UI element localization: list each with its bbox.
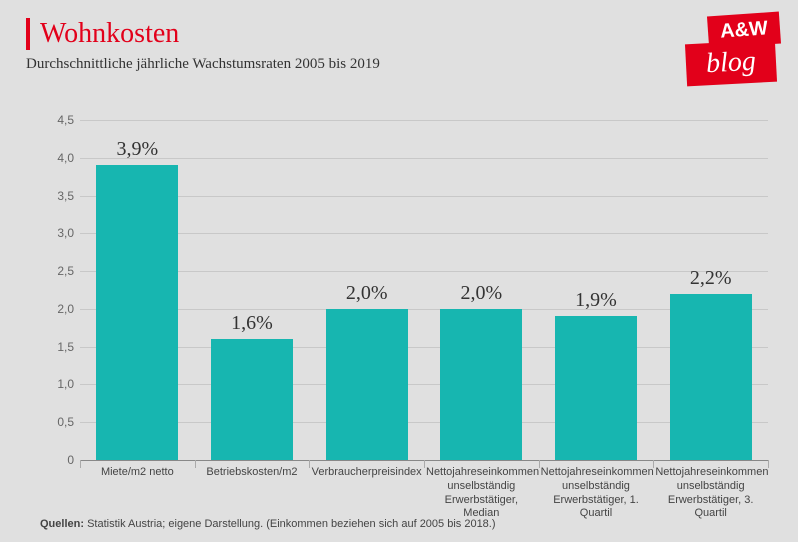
y-axis-tick-label: 3,0	[44, 226, 74, 240]
y-axis-tick-label: 0,5	[44, 415, 74, 429]
y-axis-tick-label: 1,5	[44, 340, 74, 354]
chart-subtitle: Durchschnittliche jährliche Wachstumsrat…	[26, 56, 380, 73]
bar	[211, 339, 293, 460]
bar-value-label: 1,6%	[202, 312, 302, 335]
gridline	[80, 233, 768, 234]
bar-value-label: 2,0%	[431, 282, 531, 305]
y-axis-tick-label: 0	[44, 453, 74, 467]
chart-area: 3,9%1,6%2,0%2,0%1,9%2,2% 00,51,01,52,02,…	[40, 120, 768, 460]
y-axis-tick-label: 2,5	[44, 264, 74, 278]
bar-value-label: 2,2%	[661, 267, 761, 290]
chart-source: Quellen: Statistik Austria; eigene Darst…	[40, 518, 496, 530]
chart-plot: 3,9% 1,6% 2,0% 2,0% 1,9% 2,2%	[80, 120, 768, 460]
category-label: Nettojahreseinkommen unselbständig Erwer…	[541, 466, 652, 521]
gridline	[80, 347, 768, 348]
bar	[440, 309, 522, 460]
y-axis-tick-label: 1,0	[44, 377, 74, 391]
bar	[326, 309, 408, 460]
category-divider	[309, 460, 310, 468]
chart-title: Wohnkosten	[40, 18, 380, 50]
gridline	[80, 309, 768, 310]
gridline	[80, 422, 768, 423]
category-label: Nettojahreseinkommen unselbständig Erwer…	[426, 466, 537, 521]
category-divider	[424, 460, 425, 468]
gridline	[80, 384, 768, 385]
bar-value-label: 3,9%	[87, 138, 187, 161]
bar	[555, 316, 637, 460]
gridline	[80, 120, 768, 121]
y-axis-tick-label: 3,5	[44, 189, 74, 203]
category-divider	[80, 460, 81, 468]
source-label: Quellen:	[40, 518, 84, 530]
chart-header: Wohnkosten Durchschnittliche jährliche W…	[26, 18, 380, 73]
y-axis-tick-label: 4,5	[44, 113, 74, 127]
category-label: Nettojahreseinkommen unselbständig Erwer…	[655, 466, 766, 521]
logo-bottom-text: blog	[685, 40, 777, 87]
category-label: Betriebskosten/m2	[197, 466, 308, 480]
bar	[96, 165, 178, 460]
y-axis-tick-label: 4,0	[44, 151, 74, 165]
category-label: Miete/m2 netto	[82, 466, 193, 480]
brand-logo: A&W blog	[686, 14, 780, 92]
y-axis-tick-label: 2,0	[44, 302, 74, 316]
bar-value-label: 1,9%	[546, 289, 646, 312]
title-accent: Wohnkosten	[26, 18, 380, 50]
category-divider	[195, 460, 196, 468]
source-text: Statistik Austria; eigene Darstellung. (…	[84, 518, 496, 530]
category-label: Verbraucherpreisindex	[311, 466, 422, 480]
gridline	[80, 196, 768, 197]
category-divider	[768, 460, 769, 468]
bar-value-label: 2,0%	[317, 282, 417, 305]
bar	[670, 294, 752, 460]
